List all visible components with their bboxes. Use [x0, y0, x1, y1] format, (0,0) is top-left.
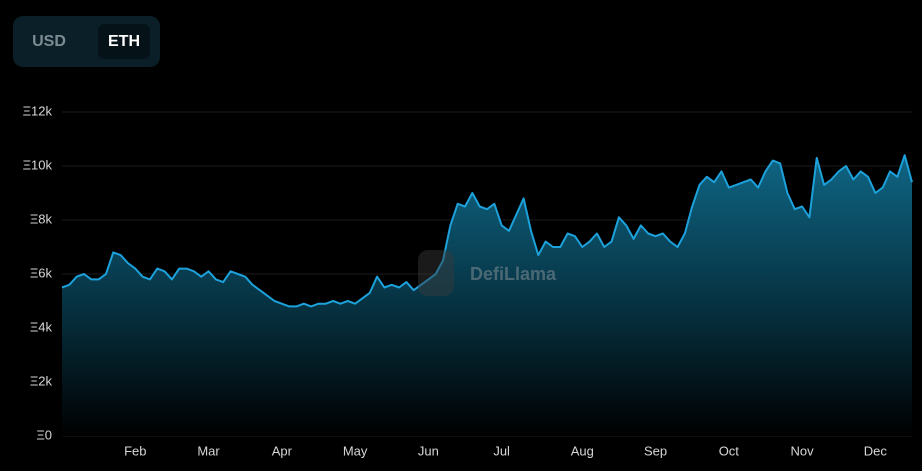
- y-tick-label: Ξ6k: [30, 265, 53, 280]
- toggle-active[interactable]: [98, 24, 150, 59]
- y-tick-label: Ξ0: [36, 427, 52, 442]
- y-tick-label: Ξ2k: [30, 373, 53, 388]
- y-tick-label: Ξ4k: [30, 319, 53, 334]
- x-tick-label: Dec: [864, 443, 888, 458]
- watermark-logo: [418, 250, 454, 296]
- watermark: DefiLlama: [418, 250, 557, 296]
- x-tick-label: Oct: [719, 443, 740, 458]
- line: [61, 154, 913, 308]
- toggle-usd[interactable]: USD: [32, 33, 66, 50]
- x-tick-label: Apr: [272, 443, 293, 458]
- area: [62, 155, 912, 436]
- y-tick-label: Ξ10k: [23, 157, 53, 172]
- toggle-eth[interactable]: ETH: [108, 33, 140, 50]
- x-tick-label: Mar: [197, 443, 220, 458]
- x-tick-label: Nov: [791, 443, 815, 458]
- y-tick-label: Ξ12k: [23, 103, 53, 118]
- x-tick-label: Jul: [493, 443, 510, 458]
- x-tick-label: Jun: [418, 443, 439, 458]
- x-tick-label: Sep: [644, 443, 667, 458]
- x-tick-label: May: [343, 443, 368, 458]
- x-tick-label: Aug: [571, 443, 594, 458]
- y-tick-label: Ξ8k: [30, 211, 53, 226]
- plot: Ξ0 Ξ2k Ξ4k Ξ6k Ξ8k Ξ10k Ξ12k Feb Mar Apr May Jun Jul…: [23, 103, 913, 458]
- watermark-text: DefiLlama: [470, 264, 557, 284]
- x-tick-label: Feb: [124, 443, 146, 458]
